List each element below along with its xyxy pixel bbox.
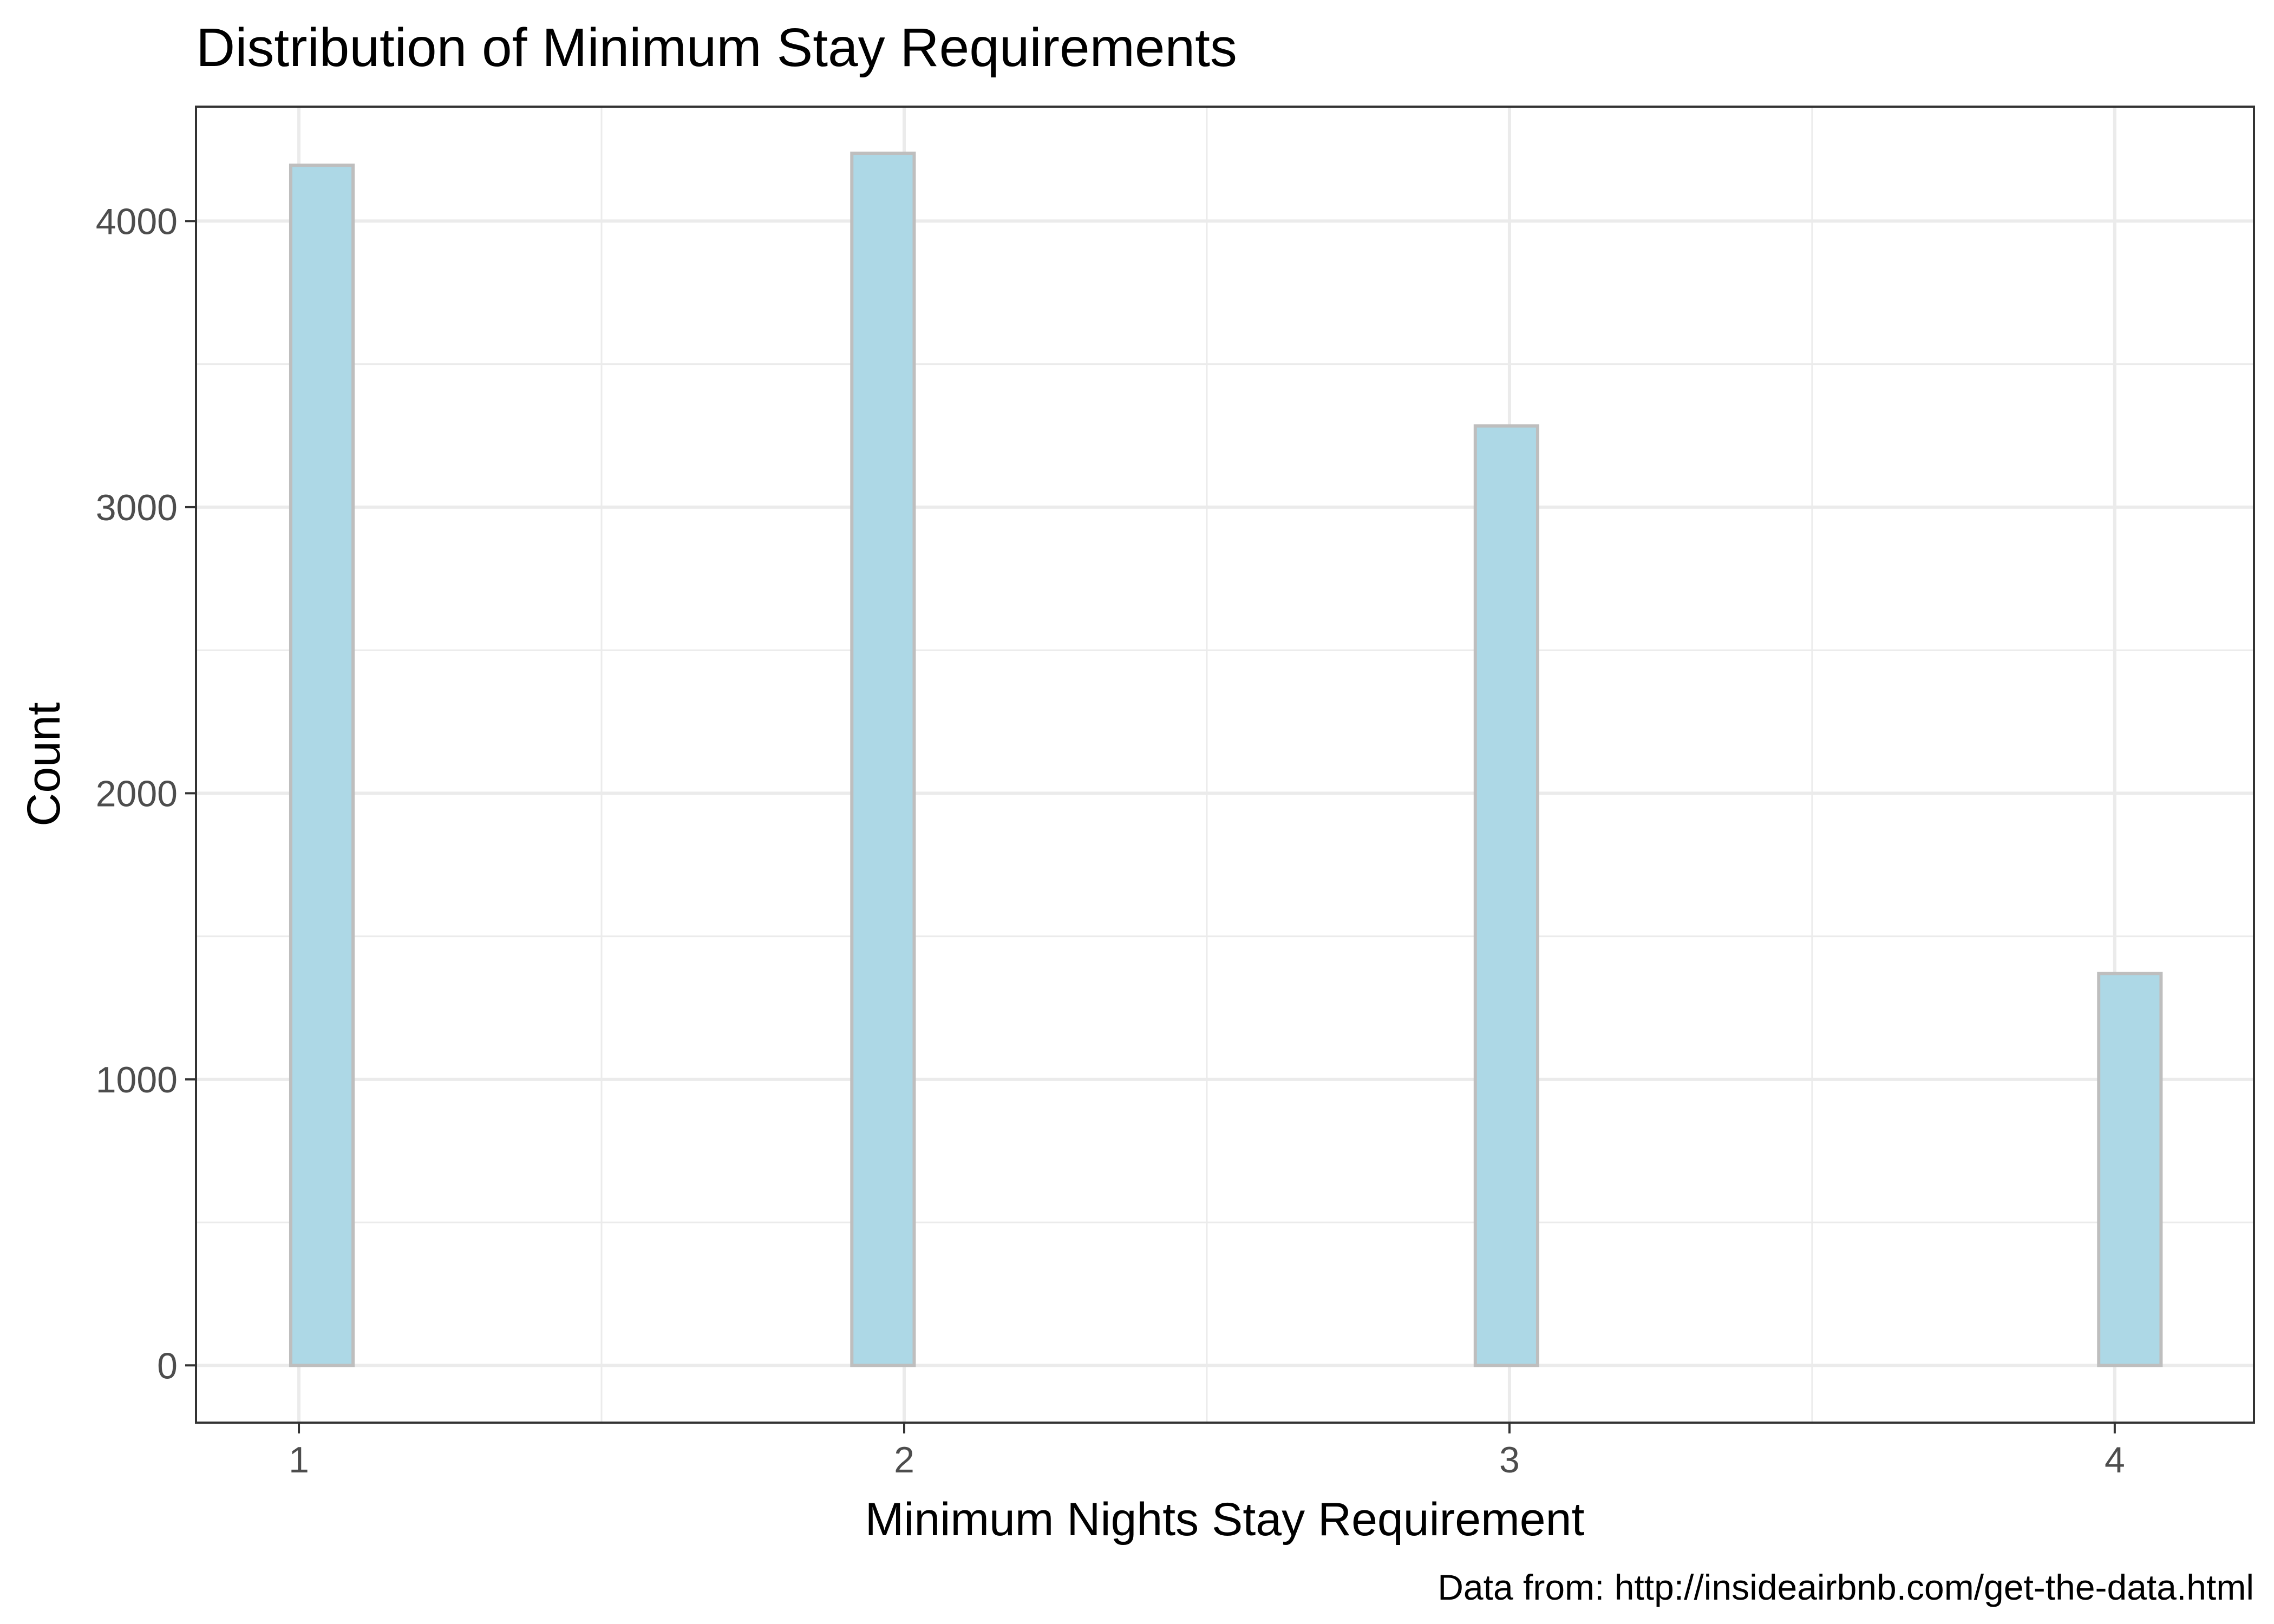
major-gridlines (196, 107, 2254, 1423)
x-tick-label: 3 (1499, 1439, 1520, 1481)
chart-caption: Data from: http://insideairbnb.com/get-t… (1437, 1567, 2254, 1607)
y-tick-label: 2000 (96, 773, 178, 814)
histogram-bar (289, 163, 355, 1367)
minor-gridlines (196, 107, 2254, 1423)
histogram-bars (289, 152, 2163, 1367)
x-axis: 1 2 3 4 (289, 1423, 2125, 1481)
y-tick-label: 3000 (96, 487, 178, 528)
chart-title: Distribution of Minimum Stay Requirement… (196, 17, 1237, 78)
x-tick-label: 4 (2105, 1439, 2125, 1481)
y-axis: 0 1000 2000 3000 4000 (96, 201, 196, 1386)
x-tick-label: 1 (289, 1439, 309, 1481)
panel-border (195, 106, 2255, 1424)
y-tick-label: 0 (157, 1345, 178, 1386)
histogram-bar (2097, 972, 2163, 1367)
x-axis-title: Minimum Nights Stay Requirement (865, 1494, 1585, 1546)
y-tick-label: 4000 (96, 201, 178, 242)
x-tick-label: 2 (894, 1439, 914, 1481)
histogram-bar (1473, 424, 1539, 1367)
y-axis-title: Count (18, 702, 70, 827)
y-tick-label: 1000 (96, 1059, 178, 1101)
histogram-bar (850, 152, 916, 1367)
